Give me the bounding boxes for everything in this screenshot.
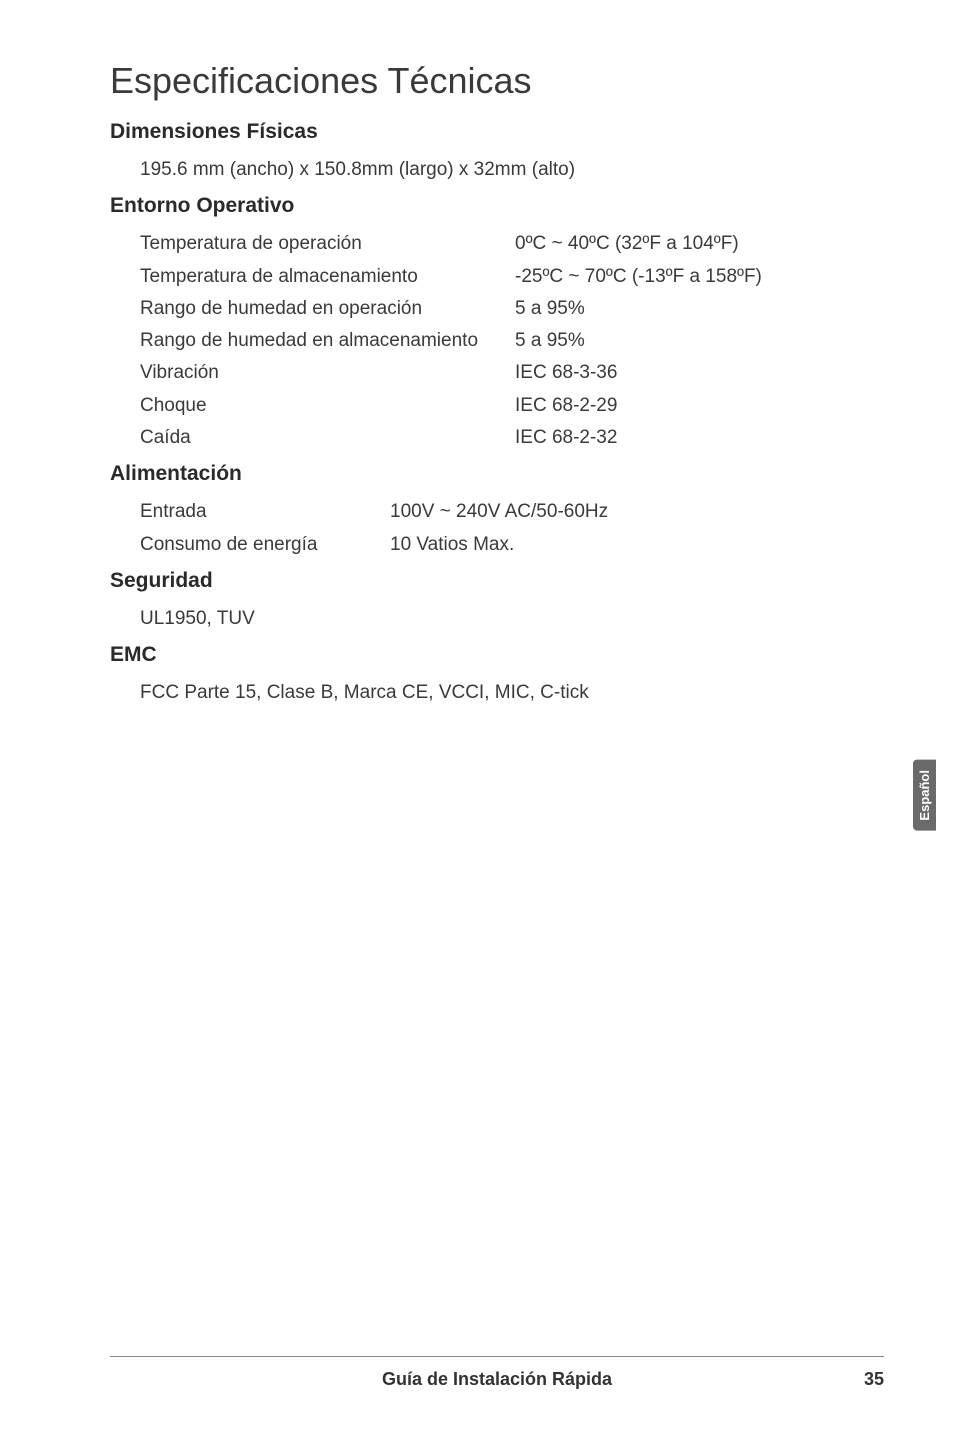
env-label: Choque	[140, 390, 515, 422]
footer-page-number: 35	[864, 1369, 884, 1390]
emc-text: FCC Parte 15, Clase B, Marca CE, VCCI, M…	[110, 677, 864, 709]
table-row: Temperatura de operación 0ºC ~ 40ºC (32º…	[140, 228, 864, 260]
table-row: Rango de humedad en almacenamiento 5 a 9…	[140, 325, 864, 357]
power-value: 100V ~ 240V AC/50-60Hz	[390, 496, 864, 528]
env-label: Caída	[140, 422, 515, 454]
table-row: Choque IEC 68-2-29	[140, 390, 864, 422]
env-value: 5 a 95%	[515, 293, 864, 325]
table-row: Entrada 100V ~ 240V AC/50-60Hz	[140, 496, 864, 528]
table-row: Temperatura de almacenamiento -25ºC ~ 70…	[140, 261, 864, 293]
env-label: Rango de humedad en almacenamiento	[140, 325, 515, 357]
footer-title: Guía de Instalación Rápida	[382, 1369, 612, 1390]
table-row: Rango de humedad en operación 5 a 95%	[140, 293, 864, 325]
table-row: Consumo de energía 10 Vatios Max.	[140, 529, 864, 561]
section-heading-dimensions: Dimensiones Físicas	[110, 120, 864, 144]
env-value: IEC 68-2-29	[515, 390, 864, 422]
section-heading-safety: Seguridad	[110, 569, 864, 593]
env-label: Rango de humedad en operación	[140, 293, 515, 325]
section-heading-power: Alimentación	[110, 462, 864, 486]
power-label: Consumo de energía	[140, 529, 390, 561]
env-value: IEC 68-3-36	[515, 357, 864, 389]
env-value: 5 a 95%	[515, 325, 864, 357]
table-row: Vibración IEC 68-3-36	[140, 357, 864, 389]
power-label: Entrada	[140, 496, 390, 528]
env-value: -25ºC ~ 70ºC (-13ºF a 158ºF)	[515, 261, 864, 293]
safety-text: UL1950, TUV	[110, 603, 864, 635]
power-value: 10 Vatios Max.	[390, 529, 864, 561]
page-title: Especificaciones Técnicas	[110, 60, 864, 102]
section-heading-emc: EMC	[110, 643, 864, 667]
env-value: 0ºC ~ 40ºC (32ºF a 104ºF)	[515, 228, 864, 260]
env-value: IEC 68-2-32	[515, 422, 864, 454]
page-footer: Guía de Instalación Rápida 35	[110, 1356, 884, 1390]
env-label: Temperatura de almacenamiento	[140, 261, 515, 293]
language-tab: Español	[913, 760, 936, 831]
dimensions-text: 195.6 mm (ancho) x 150.8mm (largo) x 32m…	[110, 154, 864, 186]
env-label: Temperatura de operación	[140, 228, 515, 260]
env-label: Vibración	[140, 357, 515, 389]
table-row: Caída IEC 68-2-32	[140, 422, 864, 454]
section-heading-environment: Entorno Operativo	[110, 194, 864, 218]
